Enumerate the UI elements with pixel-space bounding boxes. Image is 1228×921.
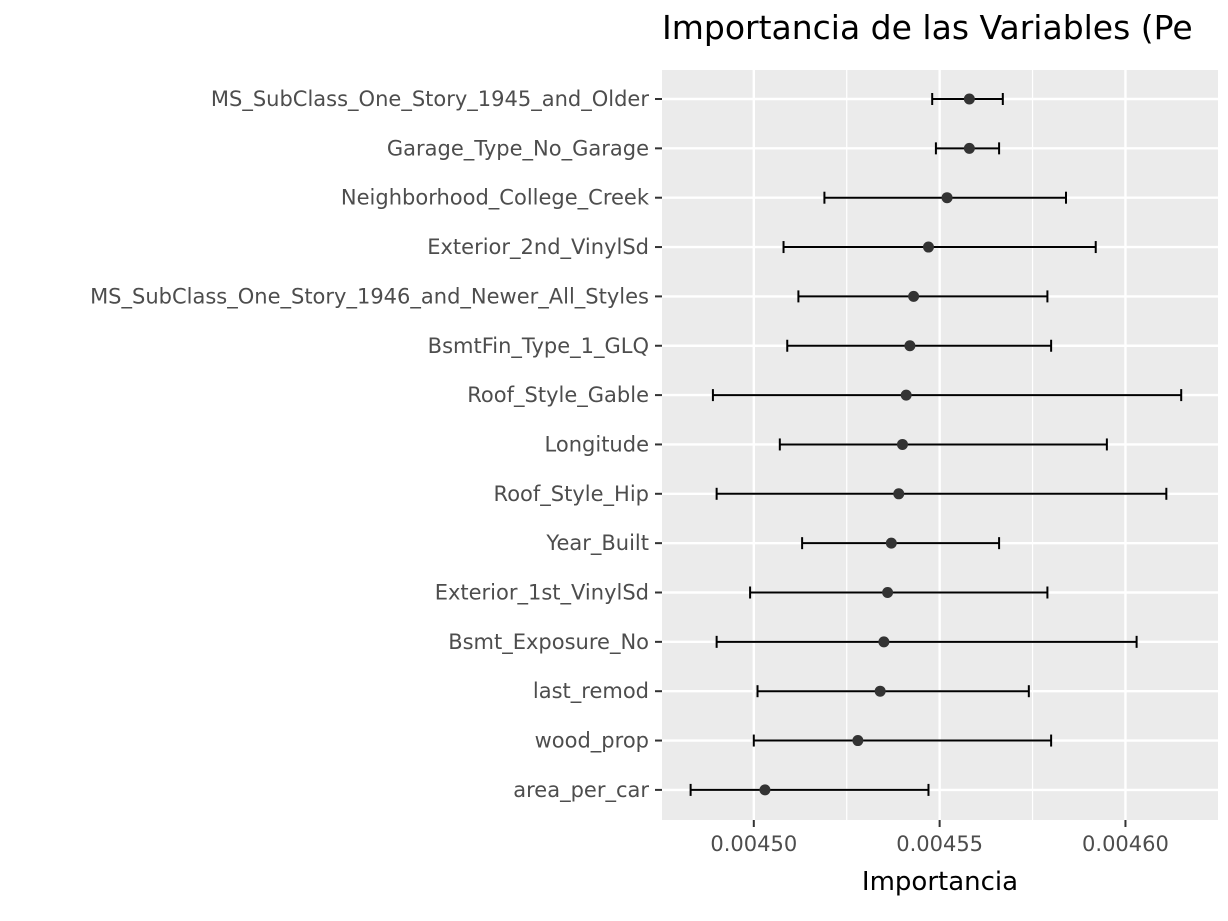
data-point	[882, 587, 894, 598]
data-point	[885, 537, 897, 549]
y-tick-label: Exterior_1st_VinylSd	[435, 581, 649, 606]
y-tick-label: Roof_Style_Hip	[494, 482, 649, 507]
y-tick-label: Year_Built	[545, 531, 649, 556]
y-axis: MS_SubClass_One_Story_1945_and_Older Gara…	[90, 87, 662, 803]
y-tick-label: BsmtFin_Type_1_GLQ	[428, 334, 649, 359]
data-point	[878, 636, 890, 648]
data-point	[874, 685, 886, 697]
data-point	[893, 488, 905, 500]
x-axis-title: Importancia	[862, 867, 1018, 897]
data-point	[963, 142, 975, 154]
data-point	[904, 340, 916, 352]
x-tick-label: 0.00450	[710, 832, 797, 856]
data-point	[922, 241, 934, 253]
chart-title: Importancia de las Variables (Pe	[662, 8, 1193, 47]
data-point	[900, 389, 912, 401]
y-tick-label: Longitude	[545, 432, 649, 456]
data-points	[759, 93, 975, 796]
data-point	[759, 784, 771, 796]
y-tick-label: Exterior_2nd_VinylSd	[427, 235, 649, 260]
y-tick-label: Garage_Type_No_Garage	[387, 136, 649, 161]
y-tick-label: wood_prop	[535, 729, 649, 754]
error-bars	[689, 93, 1183, 796]
data-point	[852, 735, 864, 747]
y-tick-label: last_remod	[533, 679, 649, 704]
data-point	[908, 290, 920, 302]
data-point	[896, 438, 908, 450]
x-tick-label: 0.00460	[1082, 832, 1169, 856]
data-point	[963, 93, 975, 105]
y-tick-label: Bsmt_Exposure_No	[448, 630, 649, 655]
y-tick-label: area_per_car	[513, 778, 649, 803]
data-point	[941, 192, 953, 204]
y-tick-label: MS_SubClass_One_Story_1945_and_Older	[211, 87, 649, 112]
y-tick-label: Roof_Style_Gable	[467, 383, 649, 408]
x-tick-label: 0.00455	[896, 832, 983, 856]
y-tick-label: Neighborhood_College_Creek	[341, 186, 650, 211]
y-tick-label: MS_SubClass_One_Story_1946_and_Newer_All…	[90, 284, 649, 309]
x-axis: 0.00450 0.00455 0.00460	[710, 820, 1169, 856]
